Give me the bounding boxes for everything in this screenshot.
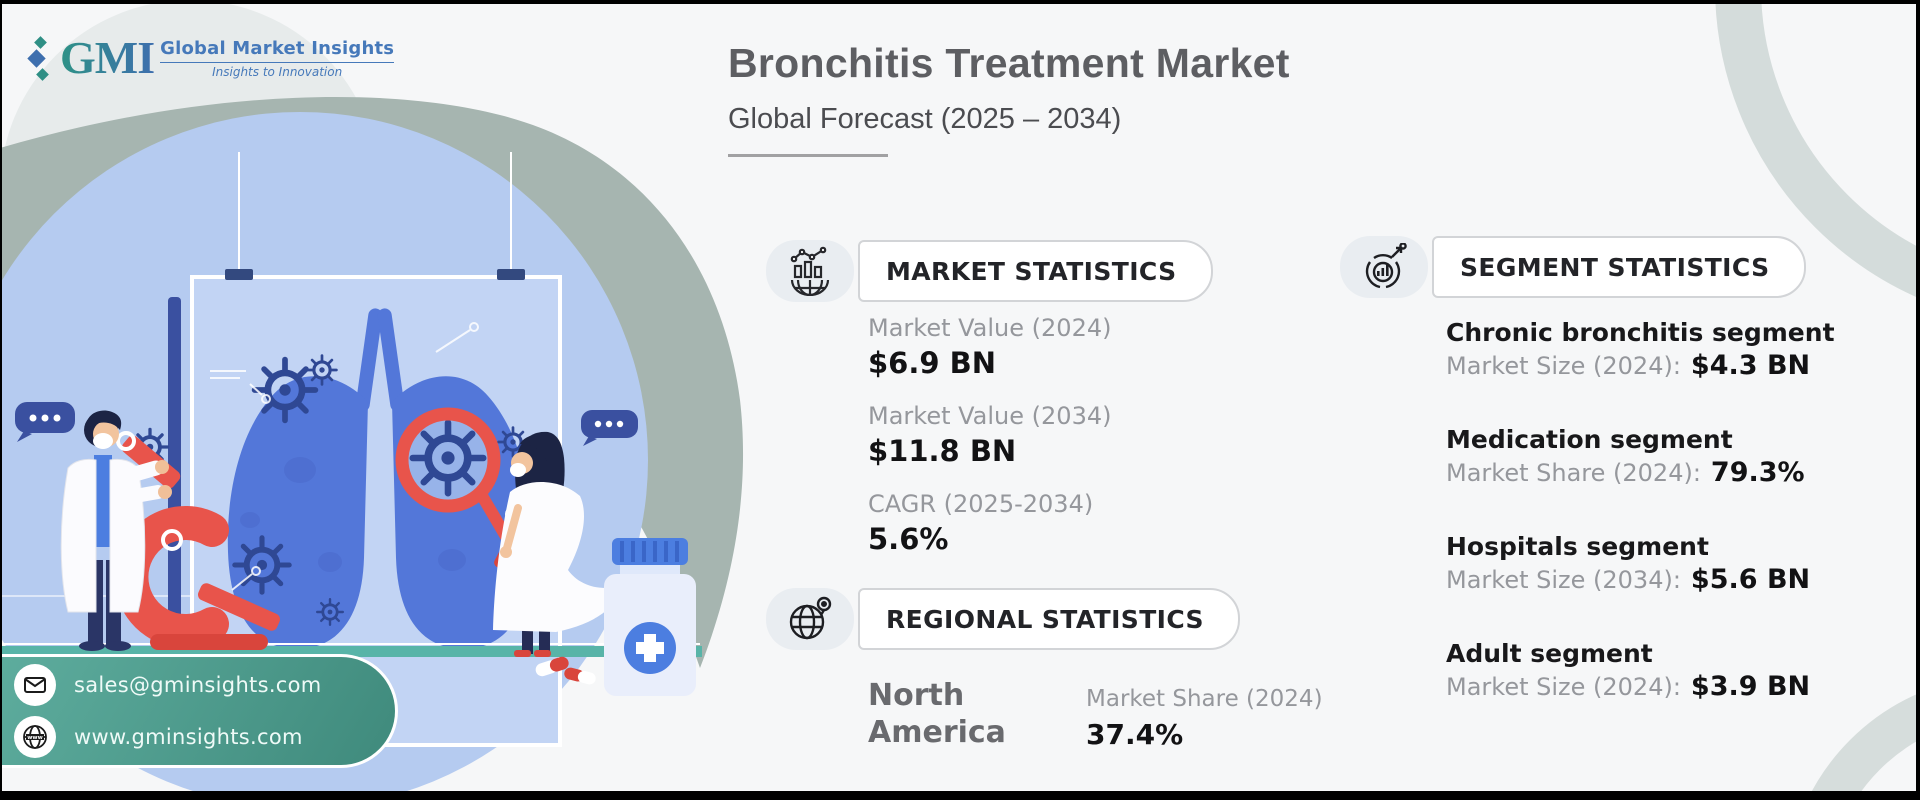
segment-label: Market Size (2024): (1446, 352, 1681, 380)
regional-statistics-header: REGIONAL STATISTICS (766, 588, 1240, 650)
region-name: North America (868, 678, 1006, 750)
segment-name: Medication segment (1446, 425, 1733, 454)
segment-item: Adult segment Market Size (2024): $3.9 B… (1446, 639, 1835, 702)
envelope-icon (14, 664, 56, 706)
globe-pin-icon (766, 588, 854, 650)
svg-text:www: www (27, 735, 43, 741)
stat-value: $11.8 BN (868, 434, 1017, 468)
frame-bar-top (0, 0, 1920, 4)
region-share-label: Market Share (2024) (1086, 686, 1323, 712)
stat-label: CAGR (2025-2034) (868, 490, 1094, 518)
www-globe-icon: www (14, 716, 56, 758)
region-share: Market Share (2024) 37.4% (1086, 686, 1323, 751)
market-statistics-heading: MARKET STATISTICS (886, 256, 1177, 286)
annotation-lines (210, 322, 479, 591)
region-share-value: 37.4% (1086, 718, 1184, 751)
title-block: Bronchitis Treatment Market Global Forec… (728, 40, 1290, 157)
doctor-figure (60, 410, 172, 651)
logo-divider (160, 62, 395, 63)
contact-banner: sales@gminsights.com www www.gminsights.… (0, 654, 398, 768)
segment-statistics-header: SEGMENT STATISTICS (1340, 236, 1806, 298)
gmi-logo: GMI Global Market Insights Insights to I… (26, 32, 395, 88)
gmi-logo-diamonds-icon (27, 36, 49, 81)
capsule-pills (535, 656, 596, 685)
stat-label: Market Value (2024) (868, 314, 1112, 342)
segment-label: Market Share (2024): (1446, 459, 1701, 487)
medical-illustration (0, 96, 744, 800)
segment-value: $3.9 BN (1690, 671, 1811, 702)
donut-chart-arrow-icon (1340, 236, 1428, 298)
segment-item: Hospitals segment Market Size (2034): $5… (1446, 532, 1835, 595)
segment-statistics-heading: SEGMENT STATISTICS (1460, 252, 1770, 282)
market-statistics-list: Market Value (2024) $6.9 BN Market Value… (868, 314, 1111, 578)
segment-label: Market Size (2024): (1446, 673, 1681, 701)
logo-name: Global Market Insights (160, 38, 395, 59)
regional-statistics-heading: REGIONAL STATISTICS (886, 604, 1204, 634)
segment-value: $5.6 BN (1690, 564, 1811, 595)
contact-website-row: www www.gminsights.com (14, 716, 395, 758)
stat-value: 5.6% (868, 522, 949, 556)
segment-item: Medication segment Market Share (2024): … (1446, 425, 1835, 488)
regional-statistics-header-box: REGIONAL STATISTICS (858, 588, 1240, 650)
stat-label: Market Value (2034) (868, 402, 1112, 430)
segment-item: Chronic bronchitis segment Market Size (… (1446, 318, 1835, 381)
page-title: Bronchitis Treatment Market (728, 40, 1290, 86)
market-statistics-header-box: MARKET STATISTICS (858, 240, 1213, 302)
logo-tagline: Insights to Innovation (212, 65, 343, 79)
frame-bar-right (1916, 0, 1920, 800)
speech-bubble-left (15, 402, 75, 442)
segment-label: Market Size (2034): (1446, 566, 1681, 594)
contact-email: sales@gminsights.com (74, 673, 322, 697)
subtitle-underline (728, 154, 888, 157)
frame-bar-bottom (0, 791, 1920, 800)
stat-value: $6.9 BN (868, 346, 997, 380)
segment-value: 79.3% (1710, 457, 1805, 488)
segment-statistics-list: Chronic bronchitis segment Market Size (… (1446, 318, 1835, 746)
segment-name: Chronic bronchitis segment (1446, 318, 1835, 347)
medicine-bottle (604, 538, 696, 696)
segment-name: Adult segment (1446, 639, 1653, 668)
logo-acronym: GMI (60, 32, 155, 83)
page-subtitle: Global Forecast (2025 – 2034) (728, 103, 1122, 135)
segment-value: $4.3 BN (1690, 350, 1811, 381)
segment-name: Hospitals segment (1446, 532, 1709, 561)
contact-email-row: sales@gminsights.com (14, 664, 395, 706)
chart-globe-icon (766, 240, 854, 302)
market-statistics-header: MARKET STATISTICS (766, 240, 1213, 302)
contact-website: www.gminsights.com (74, 725, 303, 749)
woman-figure (493, 431, 622, 657)
frame-bar-left (0, 0, 2, 800)
segment-statistics-header-box: SEGMENT STATISTICS (1432, 236, 1806, 298)
speech-bubble-right (581, 410, 638, 446)
